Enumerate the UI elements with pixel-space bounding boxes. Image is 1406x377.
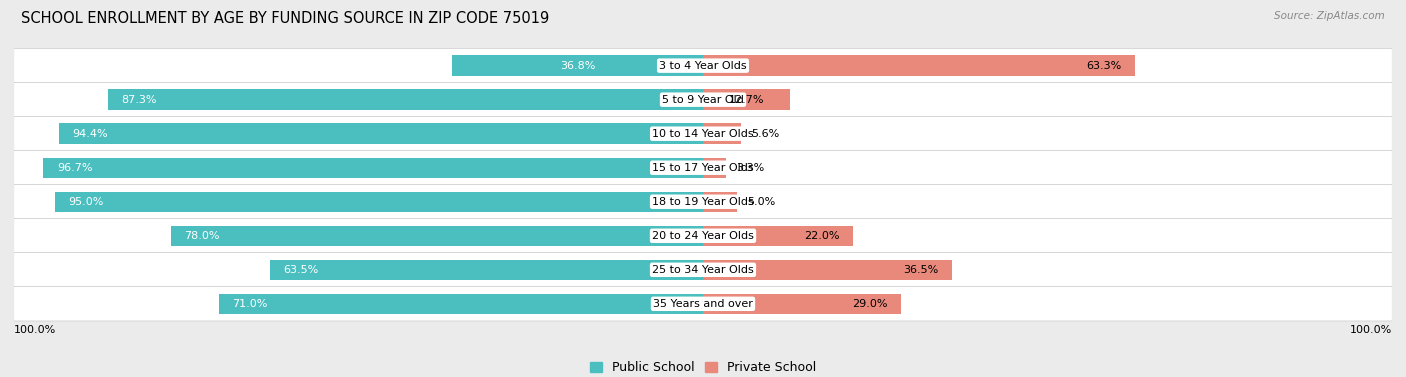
Text: 96.7%: 96.7% [58,163,93,173]
Bar [451,55,703,76]
Text: 35 Years and over: 35 Years and over [652,299,754,309]
Bar [703,225,853,246]
Bar [219,294,703,314]
FancyBboxPatch shape [14,150,1392,185]
Text: 25 to 34 Year Olds: 25 to 34 Year Olds [652,265,754,275]
Text: 94.4%: 94.4% [73,129,108,139]
Text: Source: ZipAtlas.com: Source: ZipAtlas.com [1274,11,1385,21]
Legend: Public School, Private School: Public School, Private School [585,356,821,377]
Bar [172,225,703,246]
FancyBboxPatch shape [14,253,1392,287]
Text: 18 to 19 Year Olds: 18 to 19 Year Olds [652,197,754,207]
Text: 63.3%: 63.3% [1085,61,1121,70]
FancyBboxPatch shape [14,219,1392,253]
Bar [703,192,737,212]
Bar [55,192,703,212]
Text: 36.8%: 36.8% [560,61,595,70]
Text: 12.7%: 12.7% [728,95,763,105]
Bar [703,158,725,178]
FancyBboxPatch shape [14,49,1392,83]
Text: SCHOOL ENROLLMENT BY AGE BY FUNDING SOURCE IN ZIP CODE 75019: SCHOOL ENROLLMENT BY AGE BY FUNDING SOUR… [21,11,550,26]
Bar [703,89,790,110]
Bar [703,294,901,314]
Text: 10 to 14 Year Olds: 10 to 14 Year Olds [652,129,754,139]
Bar [703,260,952,280]
Text: 36.5%: 36.5% [903,265,938,275]
FancyBboxPatch shape [14,287,1392,321]
Bar [703,55,1135,76]
Text: 71.0%: 71.0% [232,299,267,309]
Bar [703,124,741,144]
Text: 95.0%: 95.0% [69,197,104,207]
Text: 3.3%: 3.3% [735,163,763,173]
Text: 29.0%: 29.0% [852,299,887,309]
Bar [107,89,703,110]
Text: 5.0%: 5.0% [748,197,776,207]
FancyBboxPatch shape [14,185,1392,219]
Text: 20 to 24 Year Olds: 20 to 24 Year Olds [652,231,754,241]
Text: 87.3%: 87.3% [121,95,156,105]
Text: 100.0%: 100.0% [1350,325,1392,335]
FancyBboxPatch shape [14,116,1392,151]
Text: 78.0%: 78.0% [184,231,221,241]
Text: 5 to 9 Year Old: 5 to 9 Year Old [662,95,744,105]
Text: 15 to 17 Year Olds: 15 to 17 Year Olds [652,163,754,173]
Bar [59,124,703,144]
Bar [270,260,703,280]
FancyBboxPatch shape [14,83,1392,117]
Bar [44,158,703,178]
Text: 3 to 4 Year Olds: 3 to 4 Year Olds [659,61,747,70]
Text: 5.6%: 5.6% [751,129,780,139]
Text: 100.0%: 100.0% [14,325,56,335]
Text: 63.5%: 63.5% [284,265,319,275]
Text: 22.0%: 22.0% [804,231,839,241]
